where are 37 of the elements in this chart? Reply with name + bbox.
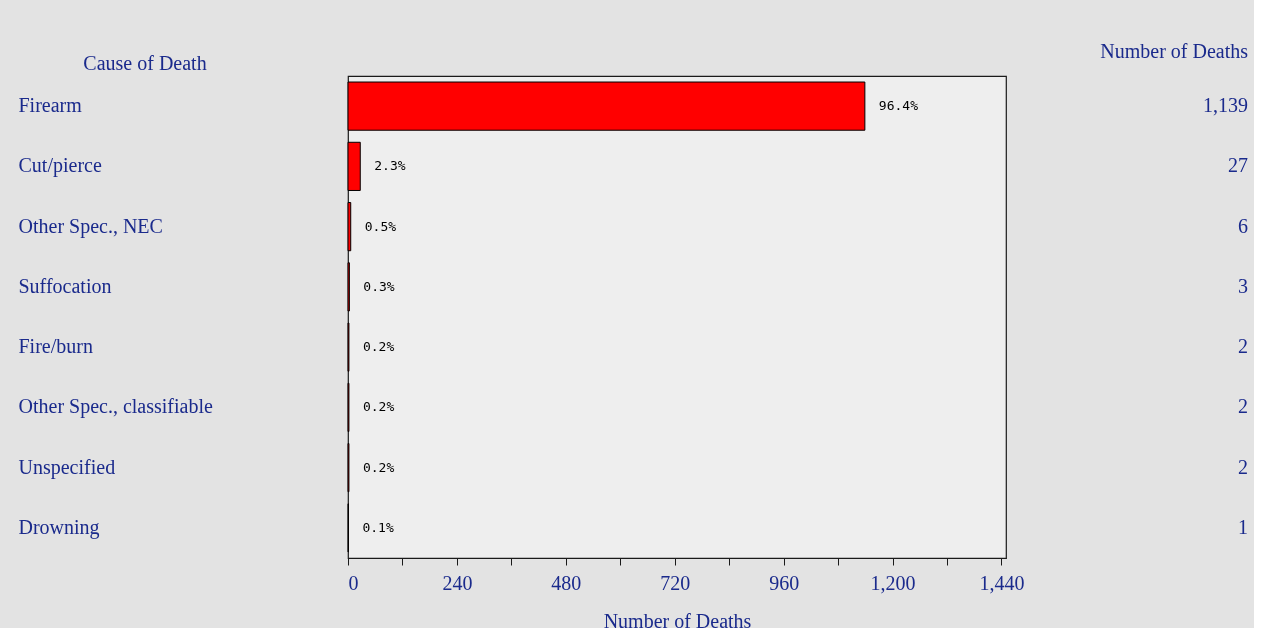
- x-tick-label: 0: [348, 571, 359, 594]
- data-label: 2: [1238, 455, 1248, 478]
- annotation: 0.2%: [362, 399, 395, 415]
- y-tick-label: Drowning: [18, 515, 100, 539]
- bar: [347, 202, 352, 252]
- data-label: 6: [1238, 214, 1248, 237]
- annotation: 0.2%: [362, 339, 395, 355]
- x-tick-label: 960: [769, 571, 800, 594]
- x-tick-label: 480: [551, 571, 582, 594]
- annotation: 0.1%: [362, 519, 394, 535]
- y-axis-title: Cause of Death: [83, 52, 207, 74]
- annotation: 0.3%: [363, 278, 395, 294]
- y-tick-label: Other Spec., NEC: [18, 214, 163, 238]
- y-tick-label: Suffocation: [18, 274, 112, 297]
- x-tick-label: 720: [660, 571, 691, 594]
- y-tick-label: Other Spec., classifiable: [18, 395, 213, 419]
- y-tick-label: Fire/burn: [18, 335, 93, 358]
- annotation: 0.2%: [362, 459, 395, 475]
- annotation: 96.4%: [878, 98, 919, 114]
- y-tick-label: Firearm: [18, 94, 83, 117]
- data-label: 2: [1238, 395, 1248, 418]
- y-tick-label: Cut/pierce: [18, 154, 102, 178]
- x-tick-label: 1,200: [870, 571, 916, 594]
- bar: [347, 81, 866, 131]
- data-label: 1: [1238, 515, 1248, 538]
- data-label: 1,139: [1203, 94, 1248, 117]
- data-label: 2: [1238, 335, 1248, 358]
- x-tick-label: 1,440: [979, 571, 1025, 594]
- x-axis-title: Number of Deaths: [603, 609, 752, 628]
- data-label: 3: [1238, 274, 1248, 297]
- y2-axis-title: Number of Deaths: [1100, 40, 1249, 62]
- x-tick-label: 240: [442, 571, 473, 594]
- annotation: 0.5%: [364, 218, 397, 234]
- annotation: 2.3%: [374, 158, 406, 174]
- bar: [347, 141, 361, 191]
- y-tick-label: Unspecified: [18, 455, 116, 479]
- data-label: 27: [1228, 154, 1248, 177]
